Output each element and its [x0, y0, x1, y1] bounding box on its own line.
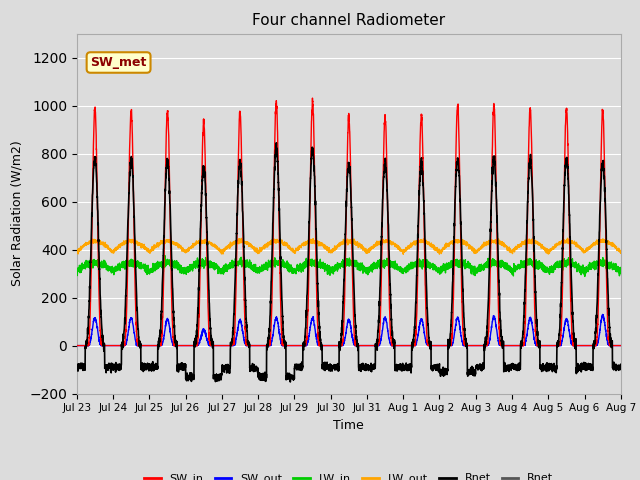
Legend: SW_in, SW_out, LW_in, LW_out, Rnet, Rnet: SW_in, SW_out, LW_in, LW_out, Rnet, Rnet: [140, 469, 558, 480]
Y-axis label: Solar Radiation (W/m2): Solar Radiation (W/m2): [11, 141, 24, 287]
X-axis label: Time: Time: [333, 419, 364, 432]
Text: SW_met: SW_met: [90, 56, 147, 69]
Title: Four channel Radiometer: Four channel Radiometer: [252, 13, 445, 28]
